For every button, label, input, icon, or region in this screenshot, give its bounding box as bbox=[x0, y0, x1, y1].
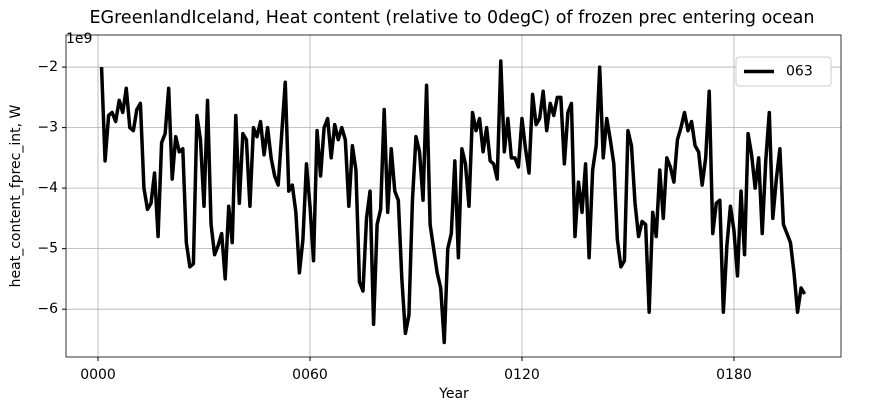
x-tick-label: 0000 bbox=[80, 367, 116, 383]
plot-frame bbox=[65, 34, 842, 358]
x-tick-label: 0060 bbox=[292, 367, 328, 383]
x-axis-label: Year bbox=[438, 386, 469, 402]
y-tick-label: −4 bbox=[37, 180, 58, 196]
legend-label: 063 bbox=[786, 64, 813, 80]
y-axis-label: heat_content_fprec_int, W bbox=[8, 104, 24, 287]
x-tick-label: 0120 bbox=[504, 367, 540, 383]
x-tick-label: 0180 bbox=[716, 367, 752, 383]
y-tick-label: −3 bbox=[37, 120, 58, 136]
chart-title: EGreenlandIceland, Heat content (relativ… bbox=[90, 8, 815, 28]
y-tick-label: −2 bbox=[37, 59, 58, 75]
legend-box bbox=[735, 56, 832, 87]
y-tick-label: −6 bbox=[37, 301, 58, 317]
y-tick-label: −5 bbox=[37, 241, 58, 257]
offset-label: 1e9 bbox=[66, 31, 92, 47]
data-line bbox=[99, 59, 807, 345]
